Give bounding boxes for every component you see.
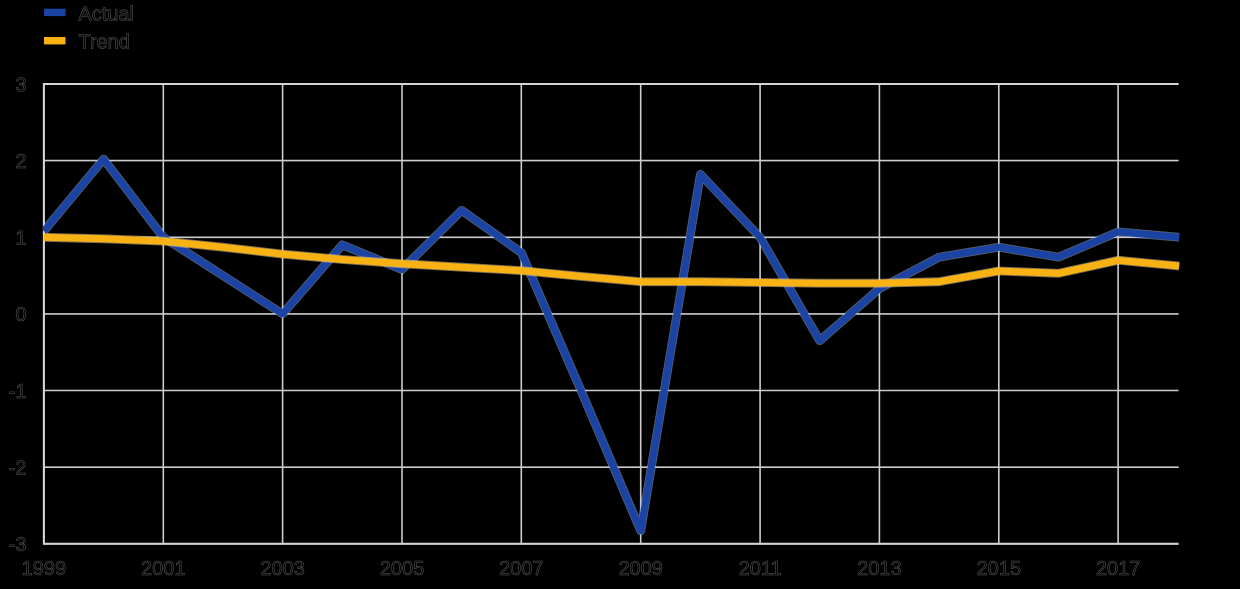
svg-text:Trend: Trend	[78, 32, 130, 54]
svg-text:2013: 2013	[857, 558, 902, 580]
svg-text:3: 3	[15, 74, 26, 96]
svg-text:0: 0	[15, 304, 26, 326]
svg-text:2011: 2011	[739, 558, 782, 580]
svg-text:-1: -1	[9, 381, 27, 403]
svg-text:-2: -2	[9, 458, 27, 480]
svg-text:1999: 1999	[22, 558, 67, 580]
svg-text:2009: 2009	[618, 558, 663, 580]
svg-text:1: 1	[15, 228, 26, 250]
svg-text:Actual: Actual	[78, 3, 134, 25]
svg-text:2015: 2015	[977, 558, 1022, 580]
svg-text:2007: 2007	[499, 558, 544, 580]
svg-text:-3: -3	[9, 534, 27, 556]
svg-text:2017: 2017	[1096, 558, 1141, 580]
svg-text:2003: 2003	[260, 558, 305, 580]
svg-text:2: 2	[15, 151, 26, 173]
svg-text:2005: 2005	[380, 558, 425, 580]
svg-text:2001: 2001	[141, 558, 186, 580]
